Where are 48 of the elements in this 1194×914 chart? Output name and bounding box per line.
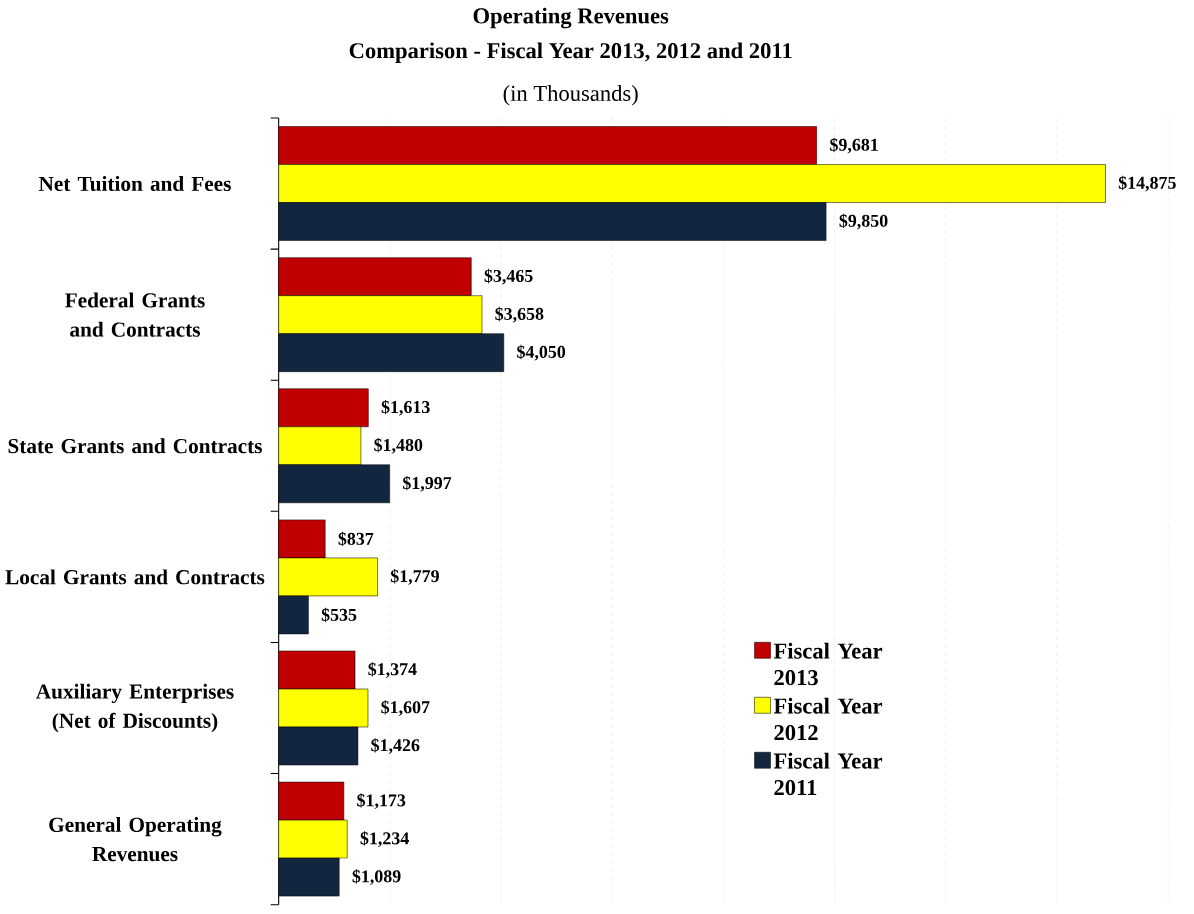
chart-title: Operating Revenues [473, 7, 669, 29]
bar [278, 819, 348, 859]
bar [278, 781, 345, 821]
bar [278, 202, 827, 241]
data-label: $9,681 [830, 137, 878, 154]
data-label: $3,658 [495, 306, 544, 323]
bar [278, 688, 369, 728]
data-label: $1,480 [374, 437, 423, 454]
bar [278, 126, 818, 165]
y-tick-label: General Operating Revenues [49, 817, 222, 862]
data-label: $9,850 [839, 213, 888, 230]
bar [278, 295, 483, 334]
data-label: $1,997 [403, 475, 452, 492]
data-label: $837 [338, 531, 374, 547]
y-tick-label: Net Tuition and Fees [38, 176, 231, 192]
data-label: $4,050 [517, 344, 566, 361]
data-label: $3,465 [484, 268, 533, 285]
bar [278, 857, 340, 897]
bar [278, 333, 505, 372]
legend-label: Fiscal Year 2011 [773, 752, 883, 796]
data-label: $1,374 [368, 662, 417, 678]
data-label: $1,426 [371, 738, 420, 754]
bar [278, 257, 472, 296]
data-label: $14,875 [1118, 175, 1176, 192]
bar [278, 164, 1106, 203]
bar [278, 388, 369, 428]
legend-label: Fiscal Year 2012 [773, 697, 883, 741]
data-label: $1,089 [352, 869, 401, 885]
y-tick-label: State Grants and Contracts [8, 438, 262, 454]
bar [278, 464, 390, 504]
data-label: $1,607 [381, 700, 430, 716]
y-tick-label: Auxiliary Enterprises (Net of Discounts) [36, 683, 234, 733]
bar [278, 650, 356, 690]
bar [278, 519, 326, 559]
text: (in Thousands) [503, 85, 638, 106]
y-tick-label: Local Grants and Contracts [5, 569, 265, 585]
y-tick-label: Federal Grants and Contracts [65, 292, 205, 337]
bar [278, 595, 309, 635]
data-label: $1,234 [360, 831, 409, 847]
chart-subtitle: Comparison - Fiscal Year 2013, 2012 and 2011 [349, 42, 792, 63]
legend-label: Fiscal Year 2013 [773, 642, 883, 686]
data-label: $535 [321, 607, 357, 623]
data-label: $1,613 [381, 399, 430, 416]
data-label: $1,779 [390, 569, 439, 585]
bar [278, 726, 359, 766]
bar [278, 426, 362, 466]
data-label: $1,173 [357, 793, 406, 809]
bar [278, 557, 378, 597]
